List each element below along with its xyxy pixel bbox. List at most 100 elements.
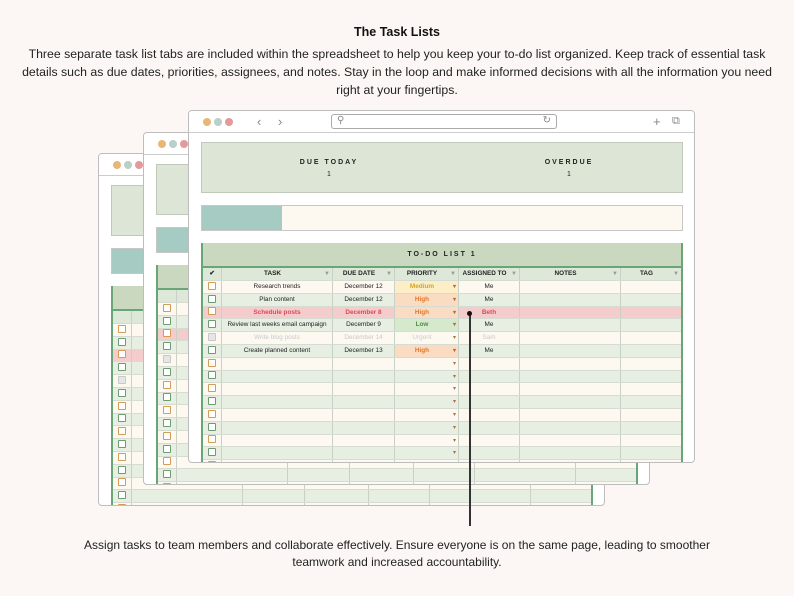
task-checkbox[interactable] (163, 342, 171, 351)
task-checkbox[interactable] (163, 444, 171, 453)
priority-cell[interactable] (350, 469, 414, 482)
minimize-dot-icon[interactable] (158, 140, 166, 148)
task-checkbox[interactable] (118, 414, 126, 423)
zoom-dot-icon[interactable] (214, 118, 222, 126)
new-tab-icon[interactable]: + (653, 114, 661, 129)
back-icon[interactable]: ‹ (257, 114, 262, 129)
task-checkbox[interactable] (163, 393, 171, 402)
dropdown-icon[interactable]: ▾ (452, 399, 456, 406)
tag-cell[interactable] (621, 319, 681, 331)
task-checkbox[interactable] (163, 457, 171, 466)
filter-icon[interactable]: ▼ (386, 271, 392, 277)
task-checkbox[interactable] (163, 482, 171, 484)
priority-cell[interactable]: ▾ (395, 447, 459, 460)
task-checkbox[interactable] (208, 435, 216, 444)
tag-cell[interactable] (621, 281, 681, 293)
column-header-due-date[interactable]: DUE DATE ▼ (333, 268, 395, 280)
task-checkbox[interactable] (118, 337, 126, 346)
dropdown-icon[interactable]: ▾ (453, 460, 456, 462)
reload-icon[interactable]: ↻ (542, 115, 551, 126)
task-checkbox[interactable] (118, 350, 126, 359)
notes-cell[interactable] (520, 383, 621, 396)
tag-cell[interactable] (621, 294, 681, 306)
column-header-notes[interactable]: NOTES ▼ (520, 268, 621, 280)
notes-cell[interactable] (520, 281, 621, 293)
notes-cell[interactable] (520, 332, 621, 344)
tag-cell[interactable] (576, 469, 636, 481)
notes-cell[interactable] (475, 469, 576, 482)
tag-cell[interactable] (621, 447, 681, 459)
dropdown-icon[interactable]: ▾ (452, 360, 456, 367)
task-checkbox[interactable] (163, 470, 171, 479)
tag-cell[interactable] (621, 435, 681, 447)
task-checkbox[interactable] (118, 452, 126, 461)
priority-cell[interactable]: ▾ (395, 408, 459, 421)
notes-cell[interactable] (520, 447, 621, 460)
column-header-check[interactable] (158, 290, 177, 302)
dropdown-icon[interactable]: ▾ (452, 386, 456, 393)
tag-cell[interactable] (531, 503, 591, 505)
tag-cell[interactable] (621, 383, 681, 395)
priority-cell[interactable]: Medium ▾ (395, 281, 459, 293)
minimize-dot-icon[interactable] (203, 118, 211, 126)
close-dot-icon[interactable] (225, 118, 233, 126)
dropdown-icon[interactable]: ▾ (452, 296, 456, 303)
filter-icon[interactable]: ▼ (450, 271, 456, 277)
priority-cell[interactable]: Low ▾ (395, 319, 459, 332)
task-checkbox[interactable] (118, 363, 126, 372)
priority-cell[interactable]: High ▾ (395, 306, 459, 319)
notes-cell[interactable] (520, 460, 621, 462)
column-header-tag[interactable]: TAG ▼ (621, 268, 681, 280)
column-header-check[interactable] (113, 311, 132, 323)
task-checkbox[interactable] (118, 491, 126, 500)
task-checkbox[interactable] (208, 320, 216, 329)
tag-cell[interactable] (531, 490, 591, 502)
dropdown-icon[interactable]: ▾ (452, 335, 456, 342)
tag-cell[interactable] (621, 358, 681, 370)
task-checkbox[interactable] (208, 358, 216, 367)
column-header-check[interactable]: ✔ (203, 268, 222, 280)
column-header-assigned-to[interactable]: ASSIGNED TO ▼ (459, 268, 520, 280)
zoom-dot-icon[interactable] (124, 161, 132, 169)
tag-cell[interactable] (621, 396, 681, 408)
task-checkbox[interactable] (208, 371, 216, 380)
notes-cell[interactable] (430, 490, 531, 503)
tag-cell[interactable] (576, 482, 636, 484)
priority-cell[interactable] (305, 490, 369, 503)
dropdown-icon[interactable]: ▾ (452, 411, 456, 418)
task-checkbox[interactable] (118, 401, 126, 410)
task-checkbox[interactable] (163, 329, 171, 338)
dropdown-icon[interactable]: ▾ (452, 450, 456, 457)
dropdown-icon[interactable]: ▾ (452, 322, 456, 329)
notes-cell[interactable] (520, 344, 621, 357)
task-checkbox[interactable] (118, 503, 126, 505)
notes-cell[interactable] (520, 421, 621, 434)
task-checkbox[interactable] (208, 333, 216, 341)
dropdown-icon[interactable]: ▾ (452, 309, 456, 316)
notes-cell[interactable] (520, 370, 621, 383)
task-checkbox[interactable] (163, 380, 171, 389)
notes-cell[interactable] (520, 357, 621, 370)
priority-cell[interactable] (305, 503, 369, 505)
priority-cell[interactable]: High ▾ (395, 344, 459, 357)
task-checkbox[interactable] (118, 478, 126, 487)
tag-cell[interactable] (621, 371, 681, 383)
task-checkbox[interactable] (163, 303, 171, 312)
task-checkbox[interactable] (163, 367, 171, 376)
task-checkbox[interactable] (208, 384, 216, 393)
task-checkbox[interactable] (208, 448, 216, 457)
priority-cell[interactable]: ▾ (395, 383, 459, 396)
task-checkbox[interactable] (208, 294, 216, 303)
task-checkbox[interactable] (163, 406, 171, 415)
notes-cell[interactable] (430, 503, 531, 505)
task-checkbox[interactable] (118, 324, 126, 333)
column-header-priority[interactable]: PRIORITY ▼ (395, 268, 459, 280)
priority-cell[interactable]: ▾ (395, 421, 459, 434)
notes-cell[interactable] (475, 482, 576, 484)
dropdown-icon[interactable]: ▾ (452, 437, 456, 444)
priority-cell[interactable]: Urgent ▾ (395, 332, 459, 344)
notes-cell[interactable] (520, 408, 621, 421)
notes-cell[interactable] (520, 293, 621, 306)
priority-cell[interactable]: High ▾ (395, 293, 459, 306)
priority-cell[interactable]: ▾ (395, 370, 459, 383)
